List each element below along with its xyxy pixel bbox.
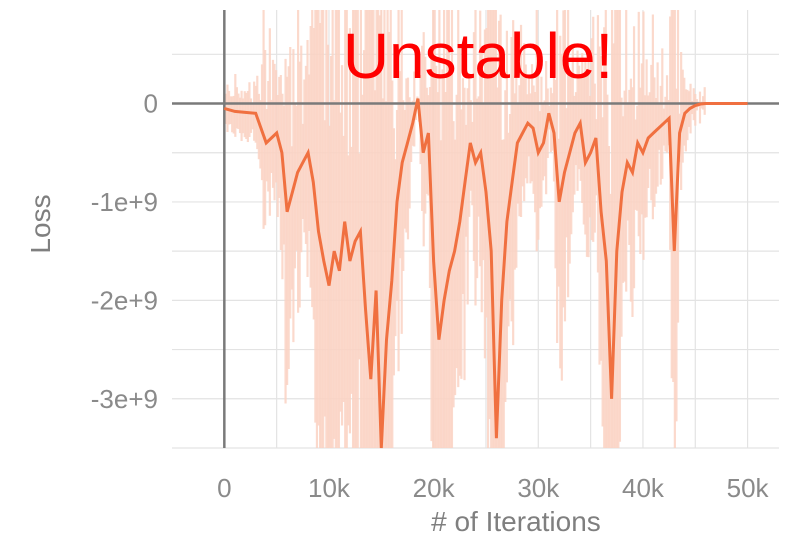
x-tick-label: 40k [622,473,665,503]
y-axis-title: Loss [25,194,56,253]
x-tick-label: 10k [308,473,351,503]
x-tick-label: 50k [727,473,770,503]
smoothed-loss-line [223,98,748,449]
y-tick-label: -3e+9 [91,384,158,414]
unstable-annotation: Unstable! [343,20,613,92]
x-tick-label: 20k [413,473,456,503]
y-tick-label: 0 [144,89,158,119]
y-tick-label: -2e+9 [91,285,158,315]
x-tick-labels: 0 10k 20k 30k 40k 50k [217,473,769,503]
x-tick-label: 30k [517,473,560,503]
y-tick-label: -1e+9 [91,187,158,217]
x-tick-label: 0 [217,473,231,503]
y-tick-labels: 0 -1e+9 -2e+9 -3e+9 [91,89,158,414]
x-axis-title: # of Iterations [431,506,601,537]
